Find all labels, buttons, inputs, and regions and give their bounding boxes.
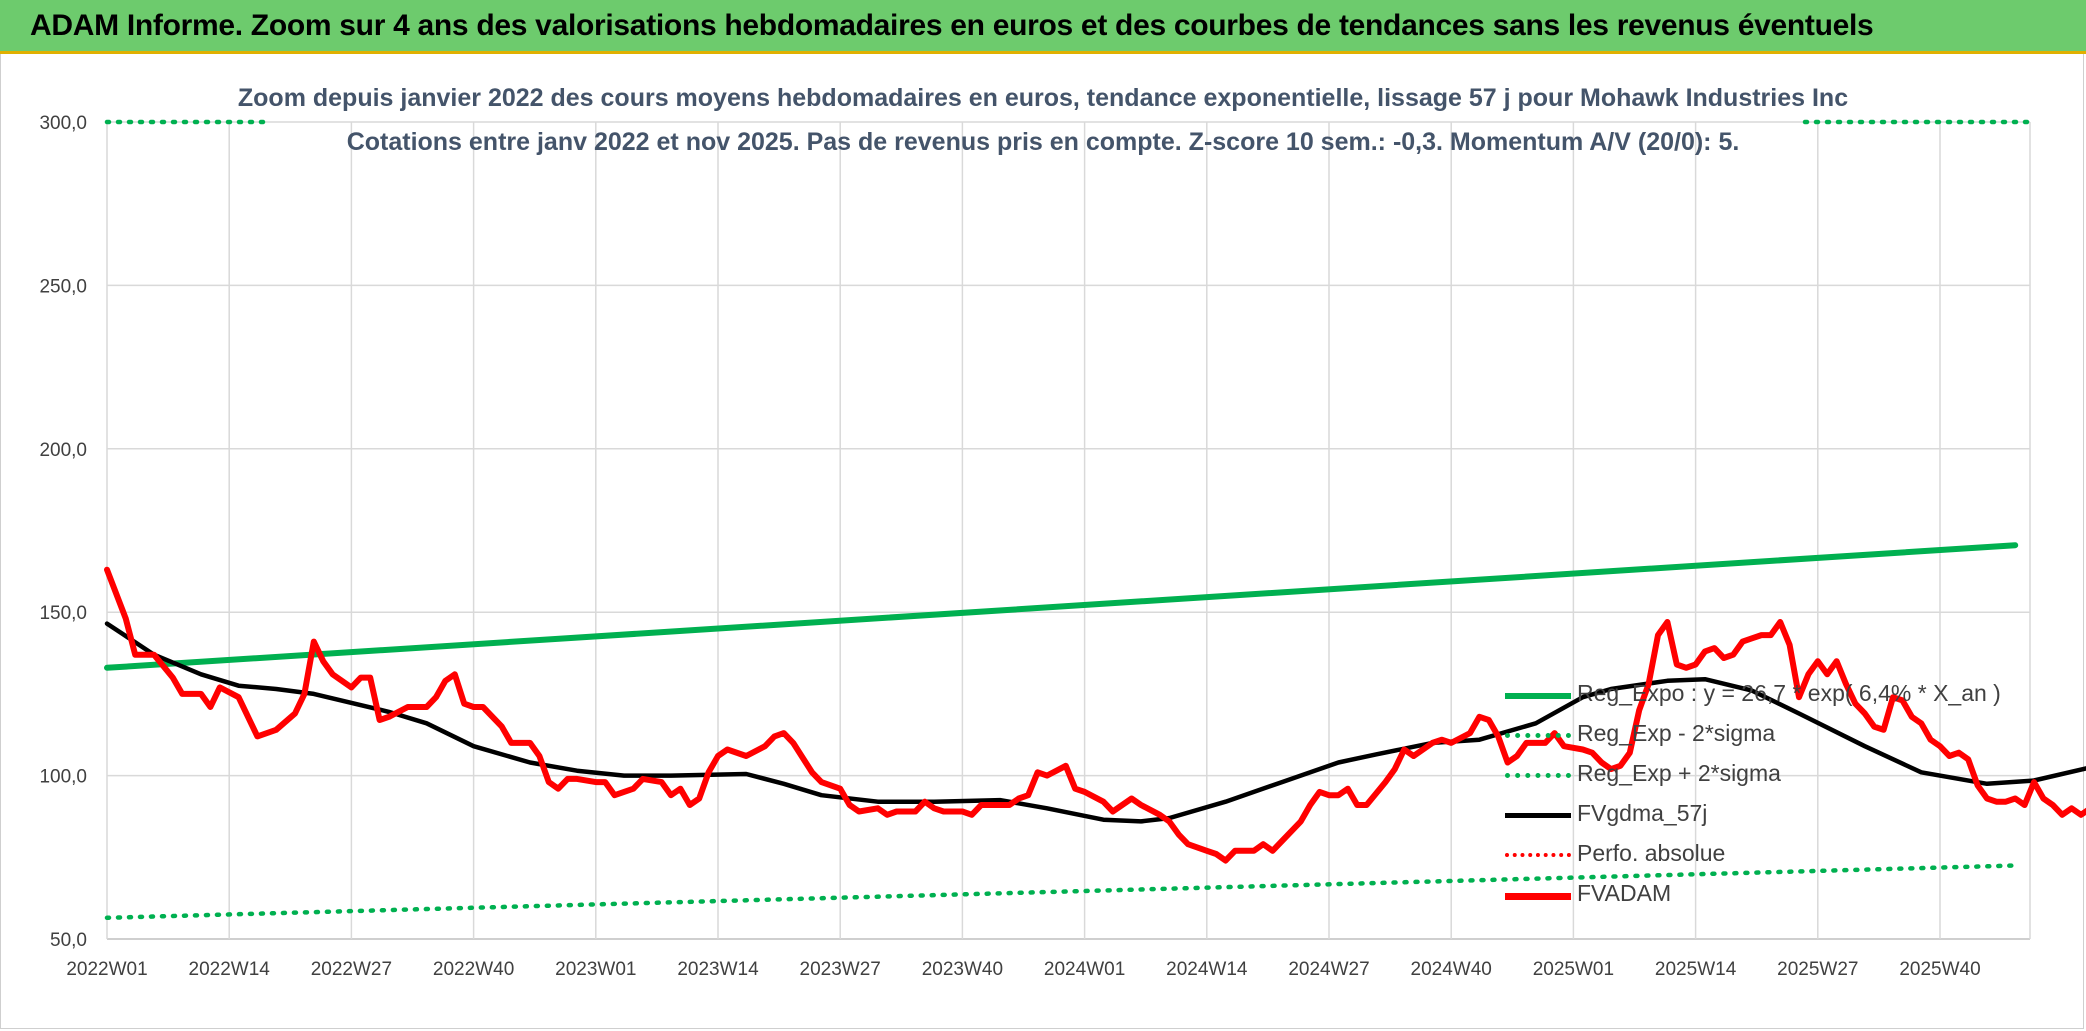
legend-label-perfo-absolue: Perfo. absolue bbox=[1577, 840, 1726, 866]
x-tick-label: 2025W27 bbox=[1777, 959, 1858, 980]
y-tick-label: 50,0 bbox=[50, 930, 87, 951]
legend-item-fvadam: FVADAM bbox=[1505, 876, 1945, 916]
x-tick-label: 2024W01 bbox=[1044, 959, 1125, 980]
y-tick-label: 150,0 bbox=[39, 603, 87, 624]
legend-label-reg-exp-minus: Reg_Exp - 2*sigma bbox=[1577, 720, 1776, 746]
x-tick-label: 2025W14 bbox=[1655, 959, 1737, 980]
chart-legend: Reg_Expo : y = 26,7 * exp( 6,4% * X_an )… bbox=[1505, 676, 2001, 916]
legend-item-reg-exp-minus: Reg_Exp - 2*sigma bbox=[1505, 716, 1945, 756]
legend-swatch-reg-expo bbox=[1505, 693, 1571, 699]
legend-label-reg-exp-plus: Reg_Exp + 2*sigma bbox=[1577, 760, 1781, 786]
legend-swatch-fvgdma bbox=[1505, 813, 1571, 818]
reg-expo-line bbox=[104, 542, 2019, 671]
chart-frame bbox=[0, 54, 2084, 1029]
chart-title: Zoom depuis janvier 2022 des cours moyen… bbox=[237, 84, 1849, 112]
x-tick-label: 2023W01 bbox=[555, 959, 636, 980]
y-tick-label: 200,0 bbox=[39, 440, 87, 461]
y-tick-label: 100,0 bbox=[39, 767, 87, 788]
x-tick-label: 2022W27 bbox=[311, 959, 392, 980]
legend-swatch-fvadam bbox=[1505, 893, 1571, 900]
legend-label-fvgdma: FVgdma_57j bbox=[1577, 800, 1708, 826]
x-tick-label: 2024W27 bbox=[1288, 959, 1369, 980]
x-tick-label: 2025W01 bbox=[1533, 959, 1614, 980]
reg-exp-minus-line bbox=[104, 863, 2018, 921]
y-tick-label: 300,0 bbox=[39, 113, 87, 134]
x-tick-label: 2024W40 bbox=[1411, 959, 1492, 980]
x-tick-label: 2025W40 bbox=[1899, 959, 1980, 980]
x-tick-label: 2023W14 bbox=[677, 959, 759, 980]
x-tick-label: 2023W40 bbox=[922, 959, 1003, 980]
report-title: ADAM Informe. Zoom sur 4 ans des valoris… bbox=[30, 9, 1874, 42]
x-tick-label: 2022W14 bbox=[189, 959, 271, 980]
fvadam-line bbox=[104, 566, 2086, 864]
legend-item-fvgdma: FVgdma_57j bbox=[1505, 796, 1945, 836]
legend-swatch-reg-exp-plus bbox=[1505, 773, 1571, 778]
legend-label-fvadam: FVADAM bbox=[1577, 880, 1672, 906]
chart-subtitle: Cotations entre janv 2022 et nov 2025. P… bbox=[346, 128, 1740, 156]
x-tick-label: 2022W01 bbox=[66, 959, 147, 980]
legend-item-reg-exp-plus: Reg_Exp + 2*sigma bbox=[1505, 756, 1945, 796]
x-tick-label: 2023W27 bbox=[800, 959, 881, 980]
y-tick-label: 250,0 bbox=[39, 276, 87, 297]
x-tick-label: 2022W40 bbox=[433, 959, 514, 980]
report-banner: ADAM Informe. Zoom sur 4 ans des valoris… bbox=[0, 0, 2086, 54]
legend-item-perfo-absolue: Perfo. absolue bbox=[1505, 836, 1945, 876]
legend-swatch-perfo-absolue bbox=[1505, 853, 1571, 857]
legend-label-reg-expo: Reg_Expo : y = 26,7 * exp( 6,4% * X_an ) bbox=[1577, 680, 2001, 706]
fvgdma-line bbox=[104, 621, 2086, 824]
x-tick-label: 2024W14 bbox=[1166, 959, 1248, 980]
legend-item-reg-expo: Reg_Expo : y = 26,7 * exp( 6,4% * X_an ) bbox=[1505, 676, 2001, 716]
legend-swatch-reg-exp-minus bbox=[1505, 733, 1571, 738]
